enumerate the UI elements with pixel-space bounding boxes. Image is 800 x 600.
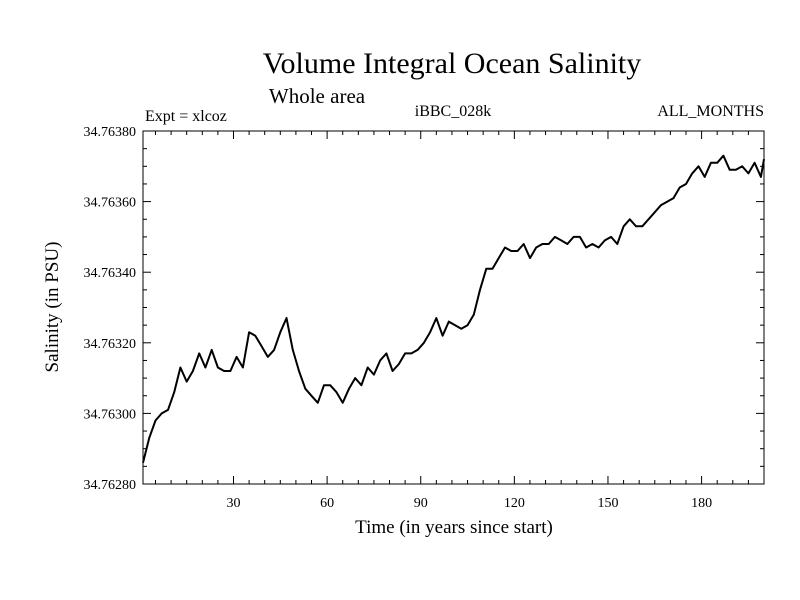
x-tick-label: 60: [320, 496, 334, 511]
y-tick-label: 34.76280: [84, 478, 137, 493]
y-tick-label: 34.76380: [84, 125, 137, 140]
axis-ticks: [143, 131, 764, 484]
plot-frame: [142, 130, 765, 485]
y-tick-labels: 34.76280 34.76300 34.76320 34.76340 34.76360…: [84, 125, 137, 493]
chart-title: Volume Integral Ocean Salinity: [263, 47, 642, 80]
x-axis-label: Time (in years since start): [355, 517, 553, 538]
x-tick-label: 150: [597, 496, 618, 511]
y-tick-label: 34.76360: [84, 196, 137, 211]
x-tick-labels: 30 60 90 120 150 180: [226, 496, 712, 511]
period-label: ALL_MONTHS: [657, 103, 764, 120]
y-axis-label: Salinity (in PSU): [42, 242, 63, 373]
run-label: iBBC_028k: [415, 103, 491, 120]
x-tick-label: 120: [504, 496, 525, 511]
y-tick-label: 34.76320: [84, 337, 137, 352]
x-tick-label: 90: [414, 496, 428, 511]
x-tick-label: 30: [226, 496, 240, 511]
experiment-label: Expt = xlcoz: [145, 108, 227, 125]
chart-subtitle: Whole area: [269, 84, 366, 108]
x-tick-label: 180: [691, 496, 712, 511]
y-tick-label: 34.76300: [84, 407, 137, 422]
salinity-series-line: [142, 154, 765, 464]
y-tick-label: 34.76340: [84, 266, 137, 281]
